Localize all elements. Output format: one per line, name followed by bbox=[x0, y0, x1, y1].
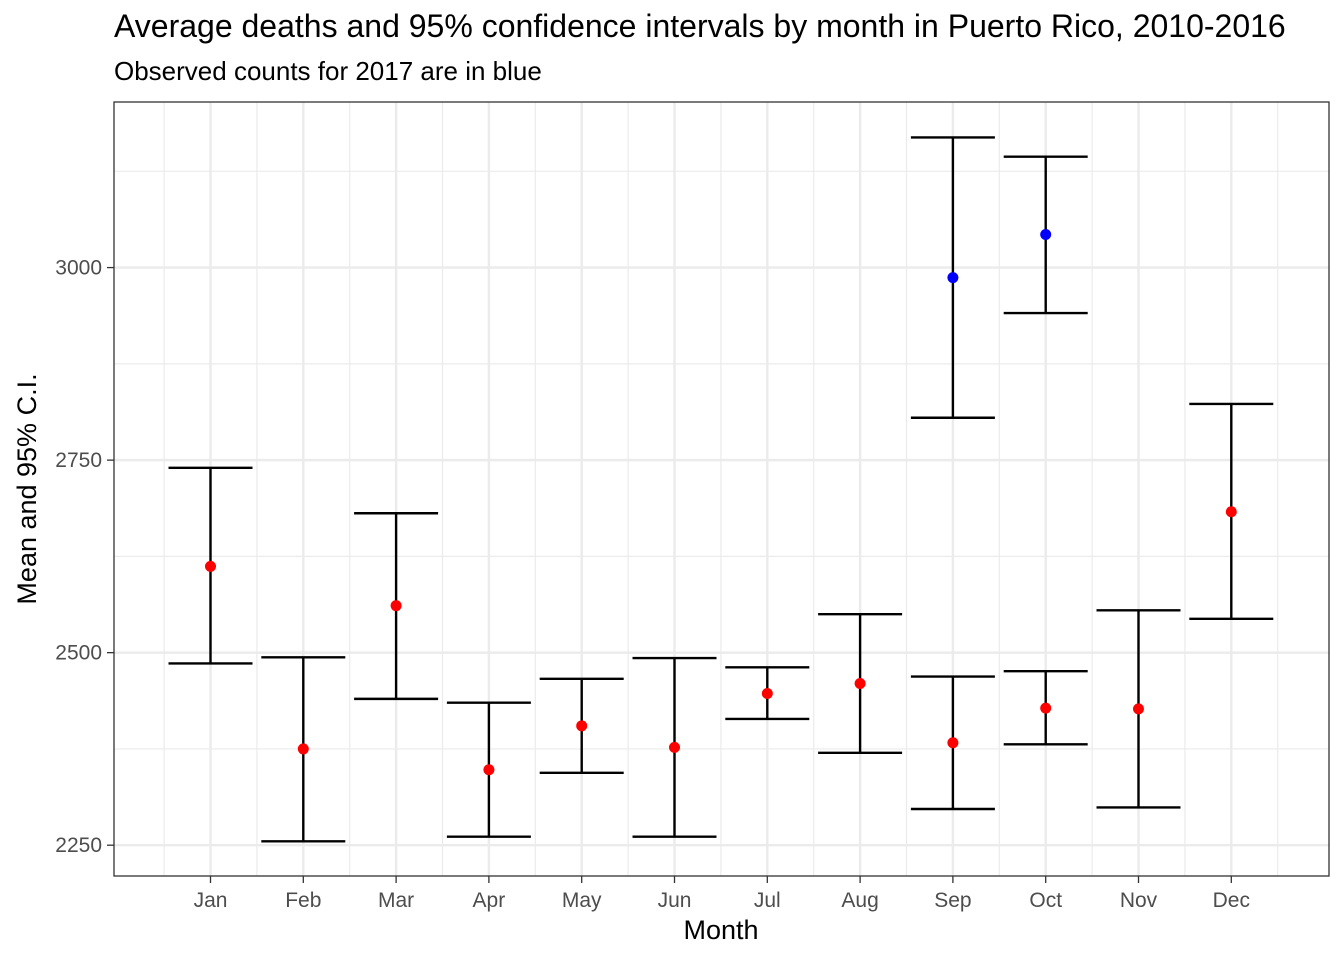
x-tick-label-jan: Jan bbox=[194, 889, 228, 912]
mean-point-sep-series-0 bbox=[947, 737, 959, 749]
mean-point-oct-series-0 bbox=[1040, 702, 1052, 714]
mean-point-oct-series-1 bbox=[1040, 228, 1052, 240]
x-tick-label-aug: Aug bbox=[841, 889, 878, 912]
x-axis-title: Month bbox=[683, 915, 758, 945]
mean-point-aug-series-0 bbox=[854, 677, 866, 689]
points-layer bbox=[205, 228, 1237, 776]
mean-point-dec-series-0 bbox=[1225, 506, 1237, 518]
x-tick-label-sep: Sep bbox=[934, 889, 971, 912]
x-axis: Jan Feb Mar Apr May Jun Jul Aug Sep Oct Nov Dec bbox=[194, 876, 1250, 912]
y-tick-label: 2250 bbox=[55, 834, 102, 857]
x-tick-label-mar: Mar bbox=[378, 889, 414, 912]
minor-gridlines bbox=[114, 102, 1329, 876]
plot-panel-border bbox=[113, 101, 1330, 877]
x-tick-label-oct: Oct bbox=[1029, 889, 1062, 912]
x-tick-label-dec: Dec bbox=[1213, 889, 1250, 912]
y-axis: 2250 2500 2750 3000 bbox=[55, 257, 114, 857]
x-tick-label-jul: Jul bbox=[754, 889, 781, 912]
mean-point-apr-series-0 bbox=[483, 764, 495, 776]
mean-point-nov-series-0 bbox=[1133, 703, 1144, 715]
x-tick-label-nov: Nov bbox=[1120, 889, 1158, 912]
y-tick-label: 2750 bbox=[55, 449, 102, 472]
mean-point-feb-series-0 bbox=[297, 743, 309, 755]
mean-point-may-series-0 bbox=[576, 720, 588, 732]
chart-subtitle: Observed counts for 2017 are in blue bbox=[114, 56, 542, 86]
y-tick-label: 2500 bbox=[55, 642, 102, 665]
mean-point-sep-series-1 bbox=[947, 272, 959, 284]
mean-point-jul-series-0 bbox=[761, 687, 773, 699]
x-tick-label-feb: Feb bbox=[285, 889, 321, 912]
x-tick-label-jun: Jun bbox=[658, 889, 692, 912]
y-tick-label: 3000 bbox=[55, 257, 102, 280]
y-axis-title: Mean and 95% C.I. bbox=[12, 373, 42, 604]
mean-point-jan-series-0 bbox=[205, 560, 216, 572]
mean-point-jun-series-0 bbox=[669, 741, 680, 753]
x-tick-label-apr: Apr bbox=[473, 889, 506, 912]
chart-title: Average deaths and 95% confidence interv… bbox=[114, 8, 1286, 44]
mean-point-mar-series-0 bbox=[390, 600, 402, 612]
x-tick-label-may: May bbox=[562, 889, 602, 912]
